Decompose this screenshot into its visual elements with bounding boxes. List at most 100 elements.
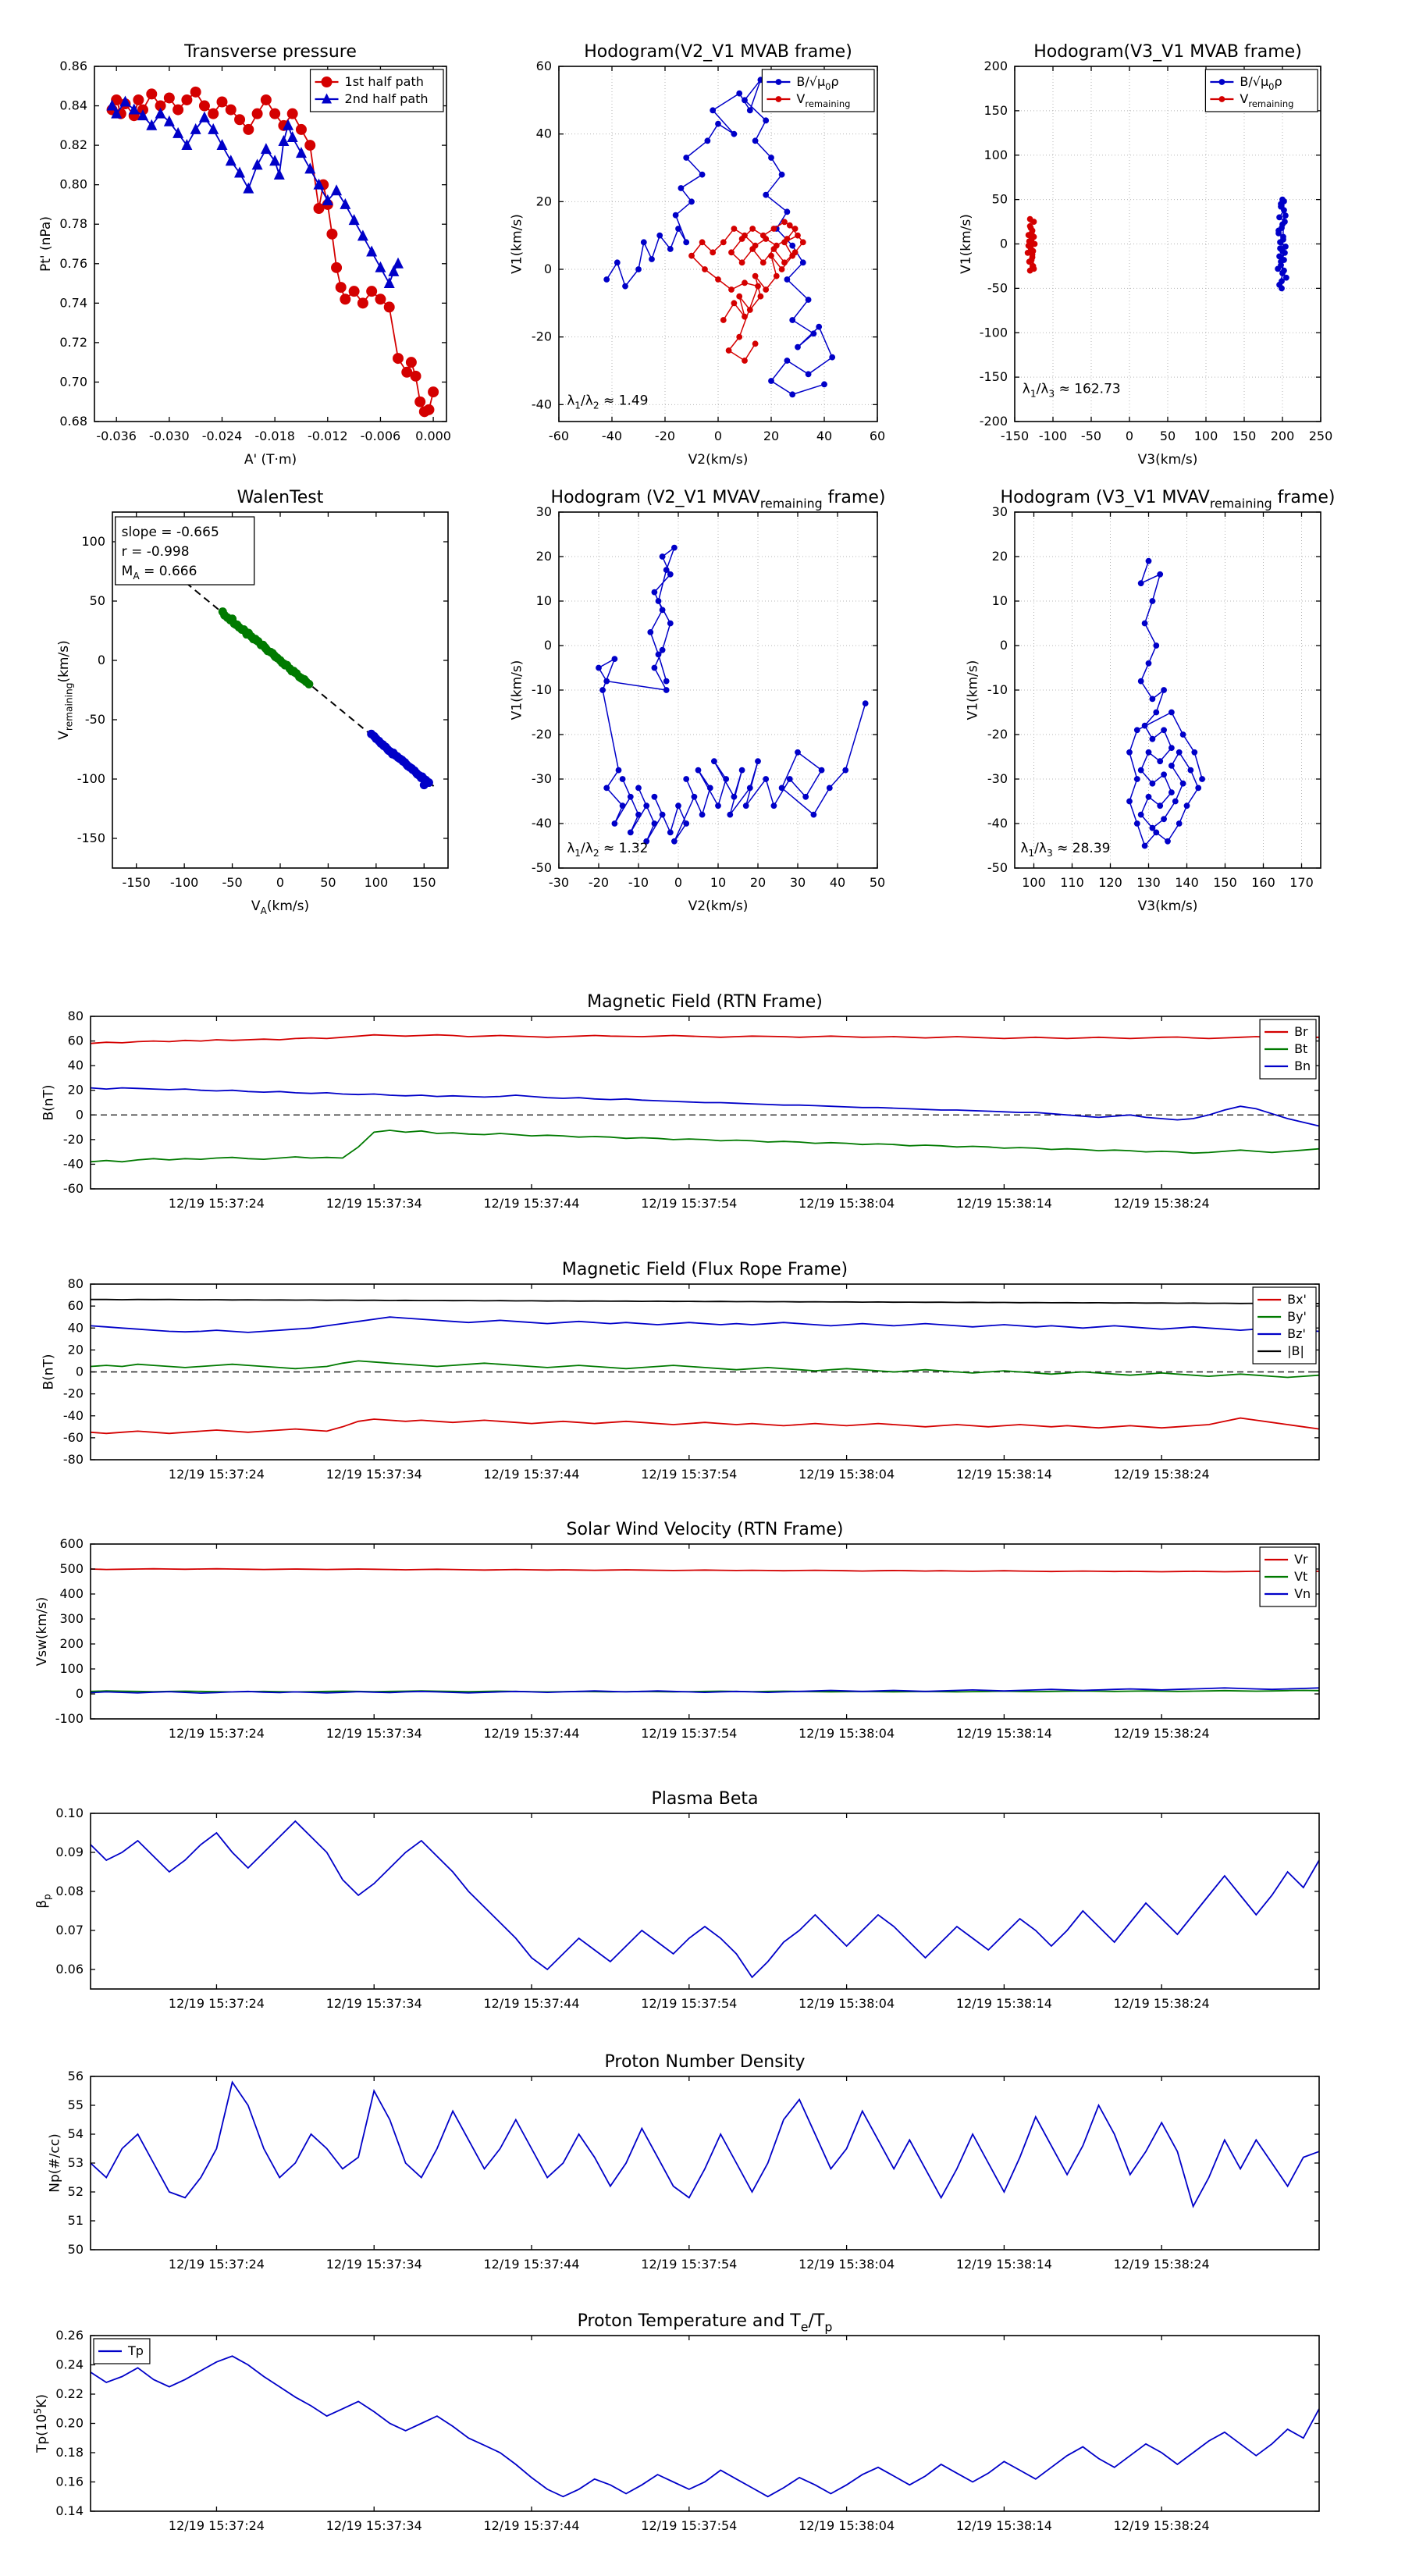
dot-marker (799, 239, 806, 246)
y-tick-label: 54 (68, 2126, 84, 2141)
panel-proton-number-density: 12/19 15:37:24 12/19 15:37:34 12/19 15:37:… (48, 2052, 1320, 2272)
legend-box (761, 69, 875, 112)
dot-marker (683, 776, 690, 782)
dot-marker (1280, 236, 1286, 243)
dot-marker (742, 313, 748, 320)
y-tick-label: -20 (63, 1386, 84, 1401)
circle-marker (286, 108, 298, 119)
y-axis-label: Vremaining(km/s) (56, 640, 74, 739)
y-tick-label: 10 (536, 593, 552, 608)
x-tick-label: 12/19 15:38:14 (956, 2257, 1052, 2272)
legend-label: Vremaining (796, 91, 850, 109)
y-tick-label: 20 (536, 549, 552, 564)
series-2nd-half-path (106, 95, 404, 289)
dot-marker (659, 811, 666, 818)
dot-marker (816, 323, 823, 330)
dot-marker (1276, 253, 1282, 260)
dot-marker (655, 651, 662, 658)
triangle-marker (146, 119, 158, 130)
dot-marker (619, 802, 626, 809)
dot-marker (752, 242, 759, 249)
y-axis-label: βp (34, 1894, 52, 1909)
circle-marker (383, 301, 395, 313)
dot-marker (683, 820, 690, 827)
dot-marker (659, 646, 666, 653)
circle-marker (133, 94, 144, 105)
dot-marker (655, 598, 662, 604)
y-tick-label: -200 (980, 414, 1008, 429)
x-axis-label: V3(km/s) (1138, 898, 1198, 914)
legend-box (309, 69, 444, 112)
y-tick-label: 0.72 (59, 335, 87, 350)
x-tick-label: 12/19 15:38:14 (956, 1467, 1052, 1482)
y-tick-label: 0.80 (59, 177, 87, 192)
triangle-marker (181, 139, 193, 151)
x-tick-label: 10 (710, 875, 726, 890)
dot-marker (241, 628, 251, 637)
dot-marker (775, 96, 782, 102)
triangle-marker (366, 245, 378, 257)
dot-marker (715, 120, 721, 127)
y-tick-label: -40 (63, 1156, 84, 1171)
dot-marker (742, 279, 748, 286)
dot-marker (649, 256, 655, 262)
dot-marker (1137, 678, 1144, 685)
x-tick-label: 12/19 15:38:14 (956, 2518, 1052, 2533)
dot-marker (656, 232, 663, 239)
legend-label: Bn (1294, 1059, 1311, 1073)
x-tick-label: 30 (790, 875, 806, 890)
dot-marker (768, 378, 774, 384)
x-tick-label: 100 (1022, 875, 1046, 890)
circle-marker (198, 100, 210, 112)
dot-marker (702, 266, 708, 272)
y-tick-label: 300 (59, 1611, 84, 1626)
dot-marker (862, 700, 869, 706)
y-tick-label: 60 (68, 1034, 84, 1048)
triangle-marker (234, 166, 246, 178)
series-middle-segment (218, 607, 314, 688)
dot-marker (802, 793, 809, 800)
legend-label: Vremaining (1240, 91, 1293, 109)
circle-marker (348, 286, 360, 297)
dot-marker (251, 635, 260, 644)
series-tp (90, 2355, 1320, 2498)
panel-title: Solar Wind Velocity (RTN Frame) (567, 1520, 844, 1539)
series-vrem (688, 219, 806, 364)
dot-marker (1028, 257, 1035, 263)
series-line (90, 1034, 1320, 1044)
x-tick-label: -20 (589, 875, 609, 890)
y-tick-label: 40 (68, 1320, 84, 1335)
circle-marker (414, 396, 426, 407)
dot-marker (720, 239, 727, 246)
y-axis-label: Np(#/cc) (48, 2133, 63, 2192)
x-tick-label: 150 (412, 875, 436, 890)
x-tick-label: 0 (276, 875, 284, 890)
series-bz- (90, 1316, 1320, 1333)
legend-label: |B| (1287, 1343, 1304, 1358)
dot-marker (1145, 660, 1152, 667)
dot-marker (1149, 598, 1156, 604)
dot-marker (795, 343, 801, 350)
x-tick-label: 12/19 15:37:54 (641, 1467, 737, 1482)
series-line (90, 2080, 1320, 2208)
y-tick-label: 0.22 (55, 2386, 84, 2401)
dot-marker (688, 252, 695, 259)
circle-marker (321, 76, 333, 87)
x-tick-label: 50 (320, 875, 336, 890)
legend-label: Bt (1294, 1041, 1307, 1056)
axes-frame (94, 66, 447, 422)
y-tick-label: -20 (63, 1132, 84, 1147)
circle-marker (225, 104, 237, 116)
dot-marker (1278, 258, 1284, 265)
dot-marker (784, 236, 791, 242)
circle-marker (190, 86, 201, 98)
dot-marker (759, 259, 767, 266)
y-axis-label: V1(km/s) (509, 214, 525, 274)
dot-marker (763, 191, 770, 198)
triangle-marker (216, 139, 228, 151)
dot-marker (1281, 198, 1287, 205)
dot-marker (1172, 798, 1179, 805)
y-tick-label: 20 (992, 549, 1008, 564)
panel-title: WalenTest (237, 488, 324, 507)
dot-marker (725, 347, 732, 354)
